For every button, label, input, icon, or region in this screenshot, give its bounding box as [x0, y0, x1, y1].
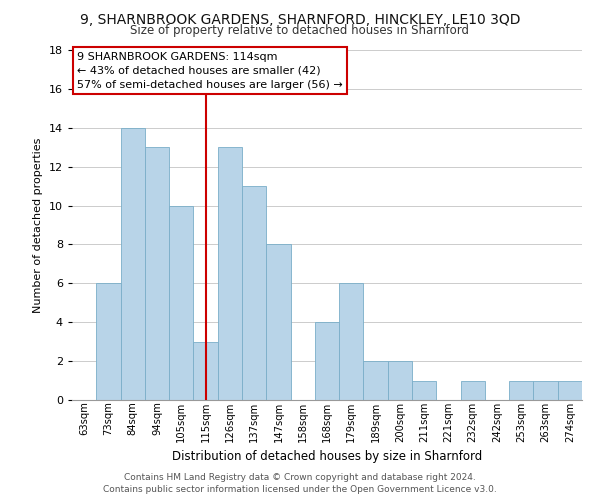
X-axis label: Distribution of detached houses by size in Sharnford: Distribution of detached houses by size …	[172, 450, 482, 463]
Bar	[121, 128, 145, 400]
Bar	[315, 322, 339, 400]
Bar	[509, 380, 533, 400]
Text: 9, SHARNBROOK GARDENS, SHARNFORD, HINCKLEY, LE10 3QD: 9, SHARNBROOK GARDENS, SHARNFORD, HINCKL…	[80, 12, 520, 26]
Text: Size of property relative to detached houses in Sharnford: Size of property relative to detached ho…	[131, 24, 470, 37]
Bar	[339, 284, 364, 400]
Bar	[461, 380, 485, 400]
Bar	[412, 380, 436, 400]
Text: 9 SHARNBROOK GARDENS: 114sqm
← 43% of detached houses are smaller (42)
57% of se: 9 SHARNBROOK GARDENS: 114sqm ← 43% of de…	[77, 52, 343, 90]
Bar	[558, 380, 582, 400]
Bar	[242, 186, 266, 400]
Bar	[193, 342, 218, 400]
Bar	[145, 147, 169, 400]
Bar	[533, 380, 558, 400]
Bar	[364, 361, 388, 400]
Bar	[218, 147, 242, 400]
Bar	[388, 361, 412, 400]
Bar	[266, 244, 290, 400]
Bar	[169, 206, 193, 400]
Text: Contains HM Land Registry data © Crown copyright and database right 2024.
Contai: Contains HM Land Registry data © Crown c…	[103, 472, 497, 494]
Y-axis label: Number of detached properties: Number of detached properties	[33, 138, 43, 312]
Bar	[96, 284, 121, 400]
